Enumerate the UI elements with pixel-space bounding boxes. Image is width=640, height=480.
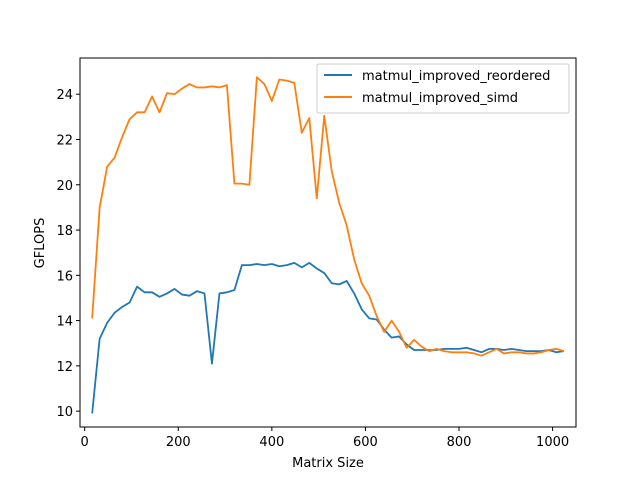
y-tick-label: 16 [56, 269, 73, 284]
legend-label-reordered: matmul_improved_reordered [362, 69, 550, 84]
x-tick-label: 800 [447, 435, 472, 450]
y-tick-label: 20 [56, 179, 73, 194]
x-axis-label: Matrix Size [292, 456, 364, 471]
y-tick-label: 14 [56, 315, 73, 330]
y-axis-ticks: 10 12 14 16 18 20 22 24 [56, 88, 80, 420]
legend-label-simd: matmul_improved_simd [362, 91, 518, 106]
x-tick-label: 400 [259, 435, 284, 450]
y-tick-label: 10 [56, 405, 73, 420]
x-tick-label: 200 [166, 435, 191, 450]
legend: matmul_improved_reordered matmul_improve… [316, 63, 570, 114]
x-tick-label: 1000 [536, 435, 569, 450]
y-tick-label: 12 [56, 360, 73, 375]
series-group [91, 76, 565, 414]
y-tick-label: 22 [56, 133, 73, 148]
legend-box [316, 63, 570, 114]
x-axis-ticks: 0 200 400 600 800 1000 [81, 427, 569, 450]
axes-frame [79, 57, 577, 428]
y-tick-label: 24 [56, 88, 73, 103]
series-line-0 [91, 261, 564, 414]
x-tick-label: 600 [353, 435, 378, 450]
series-line-1 [91, 76, 565, 357]
y-tick-label: 18 [56, 224, 73, 239]
x-tick-label: 0 [81, 435, 89, 450]
y-axis-label: GFLOPS [33, 218, 48, 269]
